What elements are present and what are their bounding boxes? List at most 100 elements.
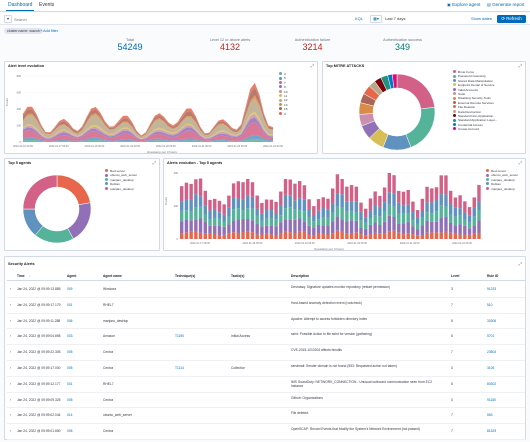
cell-rule-id[interactable]: 510: [487, 302, 493, 307]
bar-segment[interactable]: [354, 232, 358, 239]
bar-segment[interactable]: [453, 216, 458, 226]
bar-segment[interactable]: [415, 217, 420, 224]
expand-row-icon[interactable]: ›: [10, 287, 12, 291]
bar-segment[interactable]: [472, 216, 476, 226]
bar-segment[interactable]: [458, 215, 462, 225]
bar-segment[interactable]: [326, 198, 330, 210]
bar-segment[interactable]: [274, 213, 278, 220]
bar-segment[interactable]: [345, 186, 349, 202]
expand-row-icon[interactable]: ›: [10, 397, 12, 402]
bar-segment[interactable]: [434, 232, 439, 239]
bar-segment[interactable]: [269, 199, 274, 210]
bar-segment[interactable]: [194, 231, 198, 239]
table-row[interactable]: › Jan 24, 2022 @ 09:09:17.179 001 RHEL7 Host…: [7, 298, 525, 314]
bar-segment[interactable]: [194, 219, 198, 232]
bar-segment[interactable]: [340, 194, 344, 208]
bar-segment[interactable]: [368, 210, 373, 218]
table-row[interactable]: › Jan 24, 2022 @ 09:09:04.898 003 Amazon T11…: [7, 329, 525, 346]
bar-segment[interactable]: [293, 200, 297, 210]
cell-technique[interactable]: T1114: [175, 366, 184, 370]
bar-segment[interactable]: [255, 234, 259, 239]
bar-segment[interactable]: [392, 216, 396, 231]
bar-segment[interactable]: [467, 222, 472, 229]
area-series-9[interactable]: [23, 117, 273, 140]
bar-segment[interactable]: [180, 186, 184, 202]
bar-segment[interactable]: [392, 230, 396, 239]
bar-segment[interactable]: [283, 179, 288, 195]
bar-segment[interactable]: [180, 233, 184, 239]
bar-segment[interactable]: [453, 225, 458, 234]
bar-segment[interactable]: [217, 225, 222, 236]
legend-item[interactable]: Brute Force: [453, 70, 523, 74]
bar-segment[interactable]: [260, 226, 264, 235]
bar-segment[interactable]: [434, 199, 439, 212]
bar-segment[interactable]: [401, 223, 406, 235]
bar-segment[interactable]: [340, 219, 344, 232]
bar-segment[interactable]: [231, 209, 236, 221]
bar-segment[interactable]: [213, 198, 217, 209]
generate-report-link[interactable]: ▤ Generate report: [487, 2, 525, 7]
bar-segment[interactable]: [382, 233, 387, 239]
bar-segment[interactable]: [293, 219, 297, 234]
bar-segment[interactable]: [477, 184, 481, 202]
bar-segment[interactable]: [411, 226, 415, 235]
bar-segment[interactable]: [307, 217, 311, 226]
area-series-3[interactable]: [23, 138, 273, 142]
bar-segment[interactable]: [213, 208, 217, 218]
cell-rule-id[interactable]: 91180: [487, 397, 496, 402]
bar-segment[interactable]: [217, 212, 222, 219]
bar-segment[interactable]: [208, 225, 212, 234]
bar-segment[interactable]: [463, 225, 467, 235]
bar-segment[interactable]: [198, 218, 203, 233]
bar-segment[interactable]: [425, 202, 429, 213]
bar-segment[interactable]: [420, 198, 425, 211]
legend-item[interactable]: ubuntu_web_server: [105, 173, 159, 177]
bar-segment[interactable]: [364, 222, 368, 229]
legend-item[interactable]: Red server: [105, 169, 159, 173]
bar-segment[interactable]: [279, 222, 283, 234]
cell-rule-id[interactable]: 80302: [487, 381, 497, 386]
bar-segment[interactable]: [222, 204, 226, 215]
bar-segment[interactable]: [297, 210, 302, 219]
stat-value[interactable]: 349: [394, 42, 411, 52]
bar-segment[interactable]: [401, 234, 406, 239]
bar-segment[interactable]: [331, 188, 335, 204]
bar-segment[interactable]: [208, 233, 212, 239]
bar-segment[interactable]: [472, 207, 476, 217]
bar-segment[interactable]: [439, 194, 443, 206]
bar-segment[interactable]: [269, 225, 274, 235]
legend-item[interactable]: Standard Non-Application...: [453, 114, 523, 118]
bar-segment[interactable]: [250, 196, 255, 209]
bar-segment[interactable]: [312, 206, 316, 216]
bar-segment[interactable]: [241, 218, 245, 233]
bar-segment[interactable]: [420, 210, 425, 218]
bar-segment[interactable]: [274, 201, 278, 214]
bar-segment[interactable]: [368, 217, 373, 225]
bar-segment[interactable]: [217, 235, 222, 239]
bar-segment[interactable]: [448, 190, 453, 205]
legend-item[interactable]: Password Guessing: [453, 74, 523, 78]
bar-segment[interactable]: [401, 191, 406, 206]
bar-segment[interactable]: [246, 208, 250, 219]
col-agent[interactable]: Agent: [67, 274, 77, 278]
bar-segment[interactable]: [264, 199, 269, 210]
cell-rule-id[interactable]: 553: [487, 413, 493, 418]
bar-segment[interactable]: [382, 202, 387, 212]
bar-segment[interactable]: [241, 210, 245, 219]
donut-slice-1[interactable]: [67, 202, 92, 240]
bar-segment[interactable]: [316, 219, 321, 225]
bar-segment[interactable]: [364, 208, 368, 218]
area-series-12[interactable]: [23, 98, 273, 139]
bar-segment[interactable]: [250, 208, 255, 221]
bar-segment[interactable]: [345, 221, 349, 234]
bar-segment[interactable]: [439, 232, 443, 239]
bar-segment[interactable]: [463, 234, 467, 239]
col-rule-id[interactable]: Rule ID: [487, 274, 499, 278]
bar-segment[interactable]: [368, 234, 373, 239]
bar-segment[interactable]: [467, 215, 472, 223]
bar-segment[interactable]: [288, 195, 292, 208]
legend-item[interactable]: Debian: [486, 182, 526, 186]
bar-segment[interactable]: [279, 215, 283, 223]
bar-segment[interactable]: [213, 217, 217, 226]
bar-segment[interactable]: [415, 210, 420, 218]
